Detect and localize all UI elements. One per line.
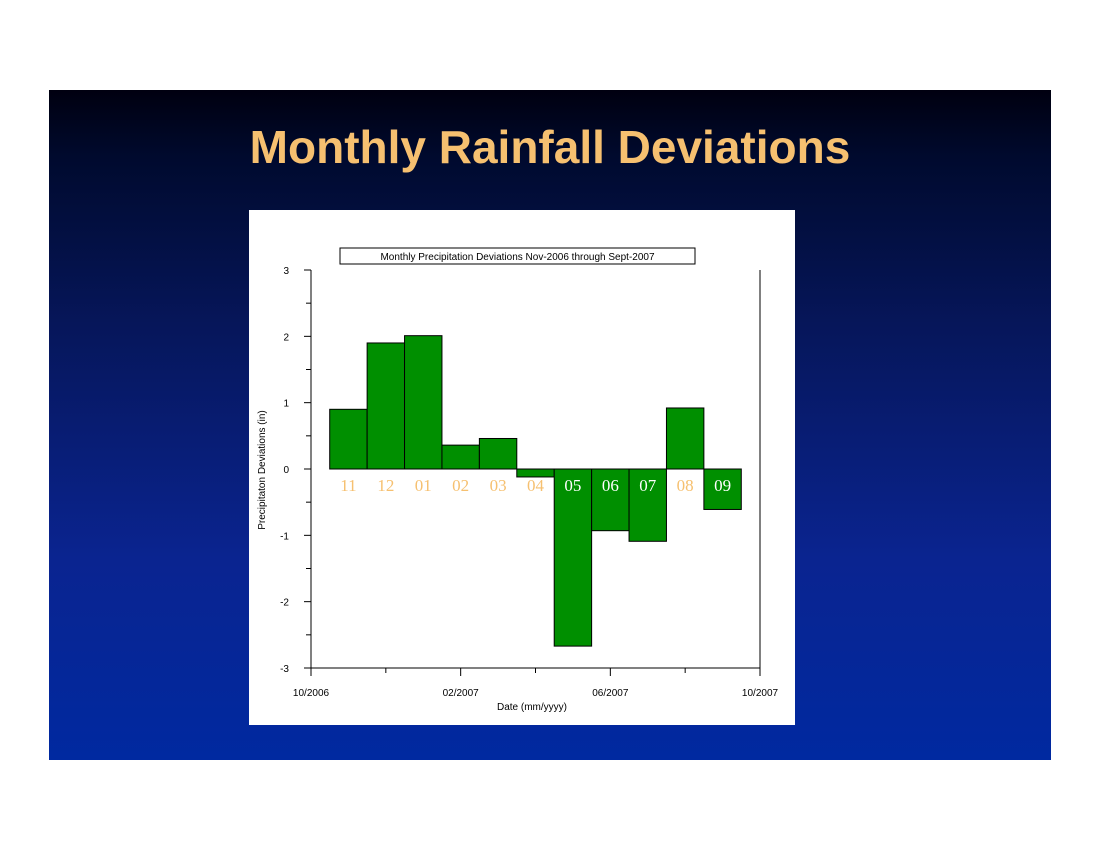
month-label-08: 08 <box>677 476 694 495</box>
month-label-12: 12 <box>377 476 394 495</box>
y-tick-label: -1 <box>280 531 289 542</box>
y-tick-label: -3 <box>280 664 289 675</box>
bar-09 <box>703 468 742 510</box>
month-label-04: 04 <box>527 476 545 495</box>
axes-layer: 3 2 1 0 -1 -2 -3 10/2006 02/2007 06/2007 10/2007 <box>280 266 778 699</box>
chart-title: Monthly Precipitation Deviations Nov-200… <box>380 252 654 263</box>
precipitation-bar-chart: 3 2 1 0 -1 -2 -3 10/2006 02/2007 06/2007 10/2007 1… <box>257 247 779 713</box>
month-label-07: 07 <box>639 476 657 495</box>
bar-03 <box>478 437 518 470</box>
month-label-01: 01 <box>415 476 432 495</box>
month-label-05: 05 <box>564 476 581 495</box>
x-axis-label: Date (mm/yyyy) <box>497 702 567 713</box>
y-tick-label: -2 <box>280 598 289 609</box>
bar-11 <box>329 408 368 470</box>
x-tick-label: 10/2006 <box>293 688 330 699</box>
x-tick-label: 10/2007 <box>742 688 779 699</box>
y-axis-label: Precipitaton Deviations (in) <box>257 410 268 530</box>
bar-07 <box>628 468 667 542</box>
bar-01 <box>404 335 443 470</box>
chart-panel: 3 2 1 0 -1 -2 -3 10/2006 02/2007 06/2007 10/2007 1… <box>249 210 795 725</box>
month-labels-layer: 11 12 01 02 03 04 05 06 07 08 09 <box>340 476 731 495</box>
y-tick-label: 1 <box>283 399 289 410</box>
month-label-09: 09 <box>714 476 731 495</box>
month-label-06: 06 <box>602 476 619 495</box>
bar-02 <box>441 444 480 470</box>
y-tick-label: 3 <box>283 266 289 277</box>
bars-layer <box>329 335 742 647</box>
bar-12 <box>366 342 406 470</box>
bar-08 <box>665 407 705 470</box>
bar-06 <box>591 468 630 532</box>
month-label-03: 03 <box>490 476 507 495</box>
x-tick-label: 06/2007 <box>592 688 629 699</box>
month-label-11: 11 <box>340 476 356 495</box>
month-label-02: 02 <box>452 476 469 495</box>
x-tick-label: 02/2007 <box>443 688 480 699</box>
y-tick-label: 2 <box>283 332 289 343</box>
bar-05 <box>553 468 593 647</box>
slide-title: Monthly Rainfall Deviations <box>249 121 851 173</box>
slide-background: Monthly Rainfall Deviations 3 2 1 0 -1 -2 -3 10… <box>49 90 1051 760</box>
y-tick-label: 0 <box>283 465 289 476</box>
chart-title-box <box>339 247 696 265</box>
